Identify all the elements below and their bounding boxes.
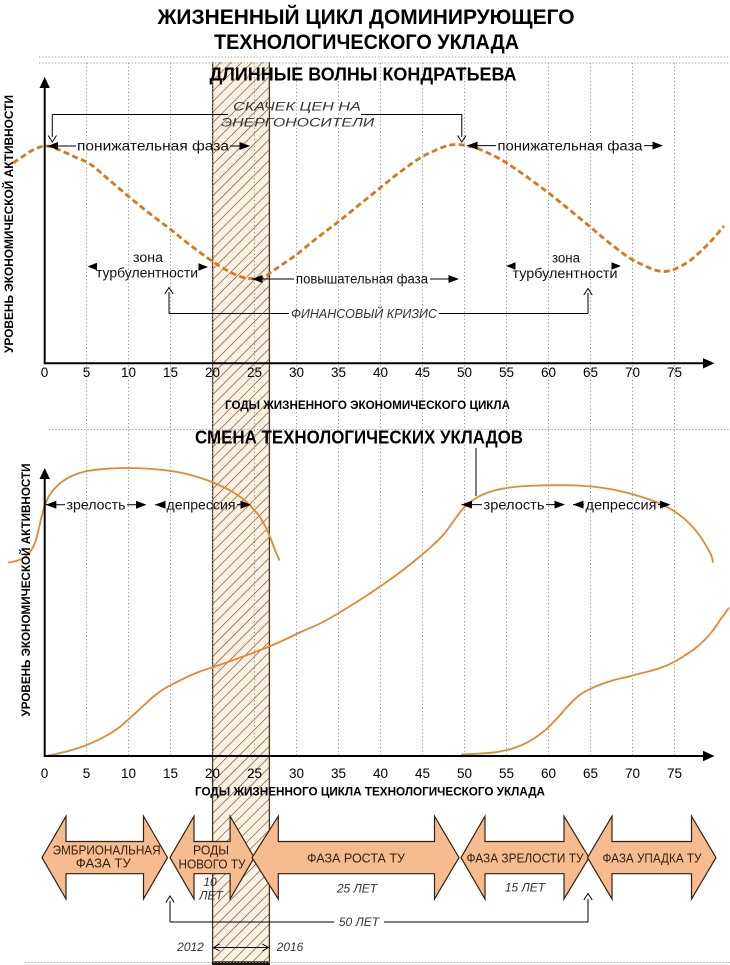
svg-text:75: 75 xyxy=(667,766,682,781)
svg-text:ЖИЗНЕННЫЙ ЦИКЛ ДОМИНИРУЮЩЕГО: ЖИЗНЕННЫЙ ЦИКЛ ДОМИНИРУЮЩЕГО xyxy=(157,5,575,29)
svg-text:25 ЛЕТ: 25 ЛЕТ xyxy=(336,882,379,896)
svg-text:35: 35 xyxy=(331,365,346,380)
svg-text:ФАЗА УПАДКА ТУ: ФАЗА УПАДКА ТУ xyxy=(603,851,703,866)
svg-text:75: 75 xyxy=(667,365,682,380)
svg-text:РОДЫ: РОДЫ xyxy=(193,843,229,858)
svg-text:65: 65 xyxy=(583,365,598,380)
svg-text:ДЛИННЫЕ ВОЛНЫ КОНДРАТЬЕВА: ДЛИННЫЕ ВОЛНЫ КОНДРАТЬЕВА xyxy=(210,65,517,85)
svg-text:50 ЛЕТ: 50 ЛЕТ xyxy=(339,915,381,929)
svg-text:30: 30 xyxy=(289,766,304,781)
svg-text:70: 70 xyxy=(625,365,640,380)
svg-text:10: 10 xyxy=(203,875,217,889)
svg-text:турбулентности: турбулентности xyxy=(96,266,198,281)
svg-text:30: 30 xyxy=(289,365,304,380)
svg-text:ГОДЫ ЖИЗНЕННОГО ЦИКЛА ТЕХНОЛОГ: ГОДЫ ЖИЗНЕННОГО ЦИКЛА ТЕХНОЛОГИЧЕСКОГО У… xyxy=(195,787,545,799)
svg-text:15 ЛЕТ: 15 ЛЕТ xyxy=(505,881,547,895)
svg-text:СКАЧЕК ЦЕН НА: СКАЧЕК ЦЕН НА xyxy=(233,100,361,114)
svg-text:ЛЕТ: ЛЕТ xyxy=(198,889,224,903)
svg-text:зона: зона xyxy=(552,251,580,266)
svg-text:25: 25 xyxy=(247,365,262,380)
svg-text:40: 40 xyxy=(373,766,388,781)
svg-text:20: 20 xyxy=(205,766,220,781)
svg-text:35: 35 xyxy=(331,766,346,781)
svg-text:ТЕХНОЛОГИЧЕСКОГО УКЛАДА: ТЕХНОЛОГИЧЕСКОГО УКЛАДА xyxy=(214,31,519,54)
svg-text:ФИНАНСОВЫЙ КРИЗИС: ФИНАНСОВЫЙ КРИЗИС xyxy=(291,305,438,321)
svg-text:70: 70 xyxy=(625,766,640,781)
svg-text:УРОВЕНЬ ЭКОНОМИЧЕСКОЙ АКТИВНОС: УРОВЕНЬ ЭКОНОМИЧЕСКОЙ АКТИВНОСТИ xyxy=(20,464,33,717)
svg-text:УРОВЕНЬ ЭКОНОМИЧЕСКОЙ АКТИВНОС: УРОВЕНЬ ЭКОНОМИЧЕСКОЙ АКТИВНОСТИ xyxy=(3,95,16,353)
svg-text:ФАЗА РОСТА ТУ: ФАЗА РОСТА ТУ xyxy=(307,851,406,866)
svg-text:зрелость: зрелость xyxy=(67,497,126,512)
svg-text:10: 10 xyxy=(121,365,136,380)
svg-text:55: 55 xyxy=(499,766,514,781)
svg-text:2016: 2016 xyxy=(276,940,304,954)
svg-text:55: 55 xyxy=(499,365,514,380)
svg-text:25: 25 xyxy=(247,766,262,781)
svg-text:60: 60 xyxy=(541,766,556,781)
svg-text:зрелость: зрелость xyxy=(484,497,545,512)
svg-text:10: 10 xyxy=(121,766,136,781)
svg-text:СМЕНА ТЕХНОЛОГИЧЕСКИХ УКЛАДОВ: СМЕНА ТЕХНОЛОГИЧЕСКИХ УКЛАДОВ xyxy=(195,428,523,448)
svg-text:45: 45 xyxy=(415,766,430,781)
svg-text:2012: 2012 xyxy=(176,940,204,954)
svg-text:60: 60 xyxy=(541,365,556,380)
svg-text:понижательная фаза: понижательная фаза xyxy=(77,139,230,154)
svg-text:НОВОГО ТУ: НОВОГО ТУ xyxy=(179,857,247,872)
svg-text:0: 0 xyxy=(41,766,49,781)
svg-text:ФАЗА ТУ: ФАЗА ТУ xyxy=(76,855,132,870)
svg-text:20: 20 xyxy=(205,365,220,380)
svg-text:15: 15 xyxy=(163,365,178,380)
svg-text:50: 50 xyxy=(457,365,472,380)
svg-text:турбулентности: турбулентности xyxy=(513,266,618,281)
svg-text:5: 5 xyxy=(83,766,91,781)
svg-text:50: 50 xyxy=(457,766,472,781)
svg-text:понижательная фаза: понижательная фаза xyxy=(498,138,644,153)
svg-text:депрессия: депрессия xyxy=(167,497,236,512)
svg-text:0: 0 xyxy=(41,365,49,380)
svg-text:ГОДЫ ЖИЗНЕННОГО ЭКОНОМИЧЕСКОГО: ГОДЫ ЖИЗНЕННОГО ЭКОНОМИЧЕСКОГО ЦИКЛА xyxy=(225,400,510,412)
svg-text:зона: зона xyxy=(133,250,164,265)
svg-text:15: 15 xyxy=(163,766,178,781)
svg-text:45: 45 xyxy=(415,365,430,380)
svg-text:40: 40 xyxy=(373,365,388,380)
svg-text:ЭНЕРГОНОСИТЕЛИ: ЭНЕРГОНОСИТЕЛИ xyxy=(221,115,375,129)
svg-text:ЭМБРИОНАЛЬНАЯ: ЭМБРИОНАЛЬНАЯ xyxy=(53,842,161,857)
svg-text:ФАЗА ЗРЕЛОСТИ ТУ: ФАЗА ЗРЕЛОСТИ ТУ xyxy=(467,851,585,866)
svg-text:повышательная фаза: повышательная фаза xyxy=(296,272,428,287)
svg-text:65: 65 xyxy=(583,766,598,781)
svg-text:депрессия: депрессия xyxy=(586,497,657,512)
svg-text:5: 5 xyxy=(83,365,91,380)
